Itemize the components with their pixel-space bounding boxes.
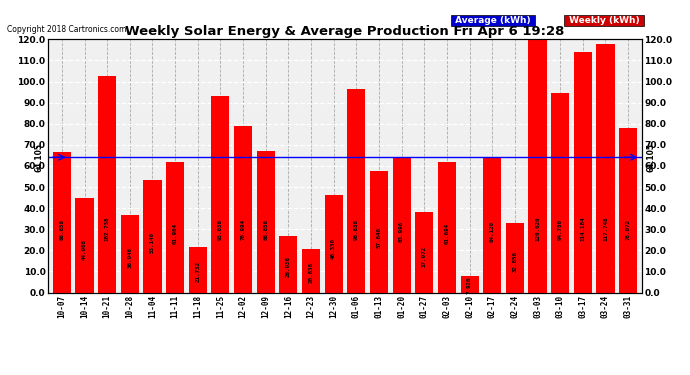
Bar [438, 162, 456, 292]
Text: Weekly (kWh): Weekly (kWh) [566, 16, 642, 25]
Text: 36.946: 36.946 [128, 247, 132, 268]
Text: 94.780: 94.780 [558, 219, 562, 240]
Bar [596, 44, 615, 292]
Bar [347, 88, 366, 292]
Text: 64.105: 64.105 [647, 143, 656, 172]
Text: 57.640: 57.640 [377, 227, 382, 248]
Text: 117.748: 117.748 [603, 217, 608, 242]
Bar [121, 214, 139, 292]
Bar [234, 126, 252, 292]
Text: 102.738: 102.738 [105, 217, 110, 242]
Bar [257, 152, 275, 292]
Text: 44.908: 44.908 [82, 239, 87, 260]
Bar [98, 76, 116, 292]
Bar [75, 198, 94, 292]
Text: 66.856: 66.856 [263, 219, 268, 240]
Text: 61.694: 61.694 [444, 224, 449, 245]
Text: 96.638: 96.638 [354, 219, 359, 240]
Text: 46.330: 46.330 [331, 238, 336, 259]
Bar [460, 276, 479, 292]
Text: 120.020: 120.020 [535, 217, 540, 242]
Bar [211, 96, 230, 292]
Bar [370, 171, 388, 292]
Bar [506, 223, 524, 292]
Text: 78.072: 78.072 [626, 219, 631, 240]
Bar [166, 162, 184, 292]
Bar [144, 180, 161, 292]
Text: 66.658: 66.658 [59, 219, 64, 240]
Bar [279, 236, 297, 292]
Bar [574, 52, 592, 292]
Text: 78.994: 78.994 [241, 219, 246, 240]
Text: 21.732: 21.732 [195, 261, 200, 282]
Text: 64.120: 64.120 [490, 221, 495, 242]
Text: 7.926: 7.926 [467, 276, 472, 294]
Text: Copyright 2018 Cartronics.com: Copyright 2018 Cartronics.com [7, 25, 126, 34]
Text: 37.972: 37.972 [422, 246, 427, 267]
Bar [483, 157, 501, 292]
Text: 114.184: 114.184 [580, 217, 585, 242]
Text: 20.838: 20.838 [308, 262, 313, 283]
Bar [302, 249, 320, 292]
Bar [324, 195, 343, 292]
Bar [53, 152, 71, 292]
Title: Weekly Solar Energy & Average Production Fri Apr 6 19:28: Weekly Solar Energy & Average Production… [126, 25, 564, 38]
Bar [529, 39, 546, 292]
Text: 61.964: 61.964 [172, 223, 177, 244]
Text: Average (kWh): Average (kWh) [452, 16, 533, 25]
Text: 93.036: 93.036 [218, 219, 223, 240]
Bar [619, 128, 637, 292]
Text: 26.936: 26.936 [286, 256, 291, 278]
Bar [415, 212, 433, 292]
Text: 63.996: 63.996 [399, 221, 404, 242]
Text: 64.105: 64.105 [34, 143, 43, 172]
Bar [551, 93, 569, 292]
Text: 53.140: 53.140 [150, 231, 155, 252]
Text: 32.856: 32.856 [513, 251, 518, 272]
Bar [189, 247, 207, 292]
Bar [393, 158, 411, 292]
